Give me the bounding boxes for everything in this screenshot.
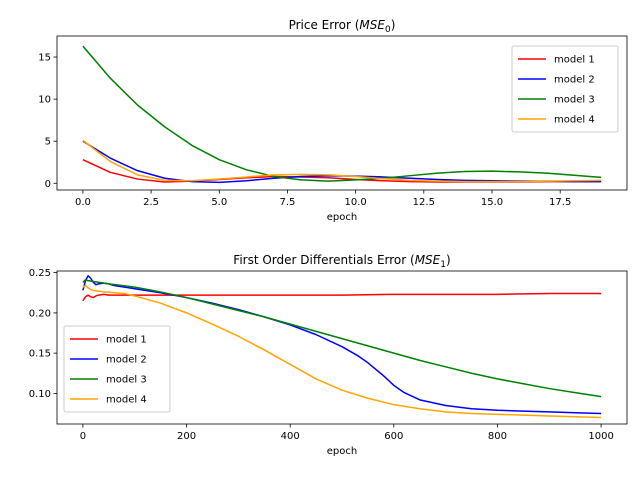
x-tick-label: 200: [177, 431, 196, 442]
legend: model 1 model 2 model 3 model 4: [511, 45, 619, 133]
plot-frame: [56, 270, 628, 425]
legend-label: model 2: [106, 355, 147, 366]
legend-box: [63, 325, 171, 413]
x-tick-label: 15.0: [481, 197, 503, 208]
plot-frame: [56, 35, 628, 191]
x-tick-label: 5.0: [211, 197, 227, 208]
x-tick-label: 7.5: [280, 197, 296, 208]
x-tick-label: 2.5: [143, 197, 159, 208]
legend-label: model 4: [554, 115, 595, 126]
series-line-model-3: [82, 279, 602, 398]
y-tick-label: 0.10: [29, 389, 51, 400]
legend-label: model 1: [554, 55, 595, 66]
price-error-chart: Price Error (MSE0) 0.0 2.5 5.0 7.5 10.0 12.5 15…: [38, 18, 628, 223]
legend-box: [511, 45, 619, 133]
series-line-model-4: [82, 284, 602, 419]
x-tick-label: 17.5: [549, 197, 571, 208]
legend-label: model 3: [106, 375, 147, 386]
x-axis-label: epoch: [327, 446, 357, 457]
legend-label: model 3: [554, 95, 595, 106]
x-tick-label: 1000: [588, 431, 613, 442]
y-tick-label: 0.25: [29, 268, 51, 279]
x-tick-label: 800: [488, 431, 507, 442]
x-tick-label: 0: [80, 431, 86, 442]
legend-label: model 4: [106, 395, 147, 406]
y-tick-label: 0.15: [29, 349, 51, 360]
x-tick-label: 0.0: [75, 197, 91, 208]
x-tick-label: 12.5: [413, 197, 435, 208]
x-tick-label: 10.0: [345, 197, 367, 208]
x-tick-label: 400: [281, 431, 300, 442]
x-axis-label: epoch: [327, 212, 357, 223]
y-tick-label: 0.20: [29, 308, 51, 319]
y-tick-label: 5: [45, 137, 51, 148]
differentials-error-chart: First Order Differentials Error (MSE1) 0 2…: [29, 253, 628, 457]
legend: model 1 model 2 model 3 model 4: [63, 325, 171, 413]
y-tick-label: 15: [38, 53, 51, 64]
y-tick-label: 10: [38, 95, 51, 106]
chart-title: Price Error (MSE0): [289, 18, 396, 35]
y-tick-label: 0: [45, 179, 51, 190]
legend-label: model 2: [554, 75, 595, 86]
series-line-model-3: [82, 45, 602, 182]
x-tick-label: 600: [384, 431, 403, 442]
chart-title: First Order Differentials Error (MSE1): [233, 253, 450, 270]
series-line-model-4: [82, 139, 602, 183]
legend-label: model 1: [106, 335, 147, 346]
